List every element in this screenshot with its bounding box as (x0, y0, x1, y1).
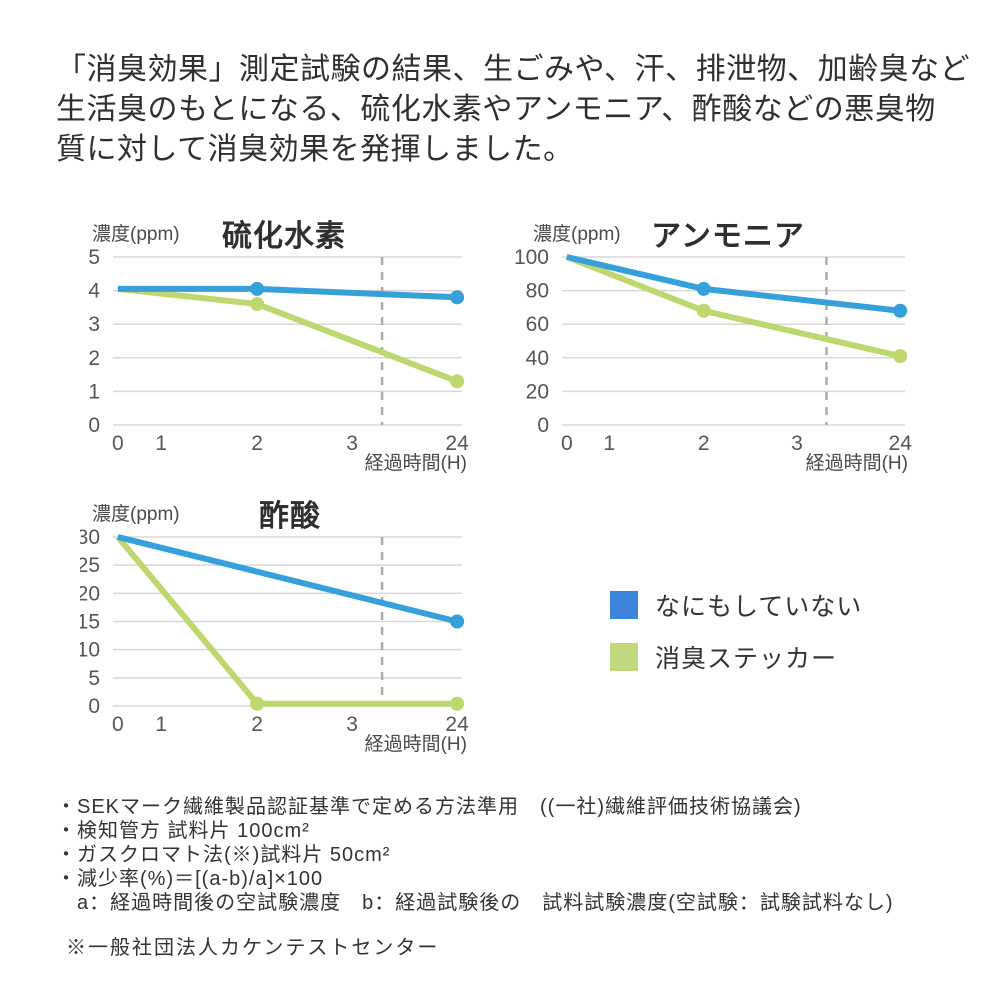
y-tick-label: 15 (80, 611, 100, 634)
x-tick-label: 3 (346, 432, 358, 455)
x-tick-label: 3 (346, 713, 358, 736)
footnote-line-4: ・減少率(%)＝[(a-b)/a]×100 (56, 868, 324, 890)
x-tick-label: 3 (791, 432, 803, 455)
y-tick-label: 5 (88, 246, 100, 269)
footnote-line-3: ・ガスクロマト法(※)試料片 50cm² (56, 844, 391, 866)
data-point-line_blue (696, 281, 711, 296)
chart-hydrogen-sulfide: 0 1 2 3 4 5 0 1 2 3 24 硫化水素 濃度(ppm) 経過時間(H) (80, 210, 480, 482)
intro-text: 「消臭効果」測定試験の結果、生ごみや、汗、排泄物、加齢臭など 生活臭のもとになる… (56, 50, 970, 170)
data-point-line_blue (450, 614, 465, 629)
legend-item-deodorizing-sticker: 消臭ステッカー (610, 643, 862, 673)
legend-swatch-deodorizing-sticker (610, 643, 638, 671)
y-tick-label: 1 (88, 380, 100, 403)
data-point-line_green (696, 303, 711, 318)
series-line-line_green (117, 285, 459, 385)
y-axis-unit-label: 濃度(ppm) (92, 503, 180, 525)
x-tick-label: 24 (445, 713, 469, 736)
y-tick-label: 3 (88, 313, 100, 336)
footnote-line-2: ・検知管方 試料片 100cm² (56, 820, 310, 842)
x-tick-label: 1 (603, 432, 615, 455)
x-tick-label: 2 (251, 713, 263, 736)
data-point-line_blue (893, 303, 908, 318)
test-center-source: ※一般社団法人カケンテストセンター (66, 937, 440, 959)
data-point-line_green (893, 349, 908, 364)
y-axis-unit-label: 濃度(ppm) (533, 223, 621, 245)
series-line-line_blue (117, 534, 458, 625)
data-point-line_green (450, 696, 465, 711)
y-tick-label: 40 (526, 347, 549, 370)
y-tick-label: 25 (80, 554, 100, 577)
legend-label-untreated: なにもしていない (655, 593, 863, 621)
x-axis-label: 経過時間(H) (806, 452, 908, 474)
x-tick-label: 0 (112, 713, 124, 736)
x-tick-label: 0 (561, 432, 573, 455)
y-tick-label: 10 (80, 639, 100, 662)
y-tick-label: 0 (88, 414, 100, 437)
x-tick-label: 0 (112, 432, 124, 455)
footnotes: ・SEKマーク繊維製品認証基準で定める方法準用 ((一社)繊維評価技術協議会) … (56, 795, 894, 960)
chart-acetic-acid: 0 5 10 15 20 25 30 0 1 2 3 24 酢酸 濃度(ppm) 経過時間(H) (77, 490, 480, 762)
data-point-line_green (250, 297, 265, 312)
y-tick-label: 0 (537, 414, 549, 437)
y-tick-label: 60 (526, 313, 549, 336)
footnote-line-1: ・SEKマーク繊維製品認証基準で定める方法準用 ((一社)繊維評価技術協議会) (56, 796, 802, 818)
x-tick-label: 24 (889, 432, 913, 455)
x-tick-label: 1 (155, 713, 167, 736)
chart-svg-hydrogen-sulfide: 0 1 2 3 4 5 0 1 2 3 24 硫化水素 濃度(ppm) 経過時間(H) (88, 219, 469, 474)
chart-title: 酢酸 (259, 500, 321, 533)
chart-title: アンモニア (651, 220, 805, 253)
y-axis-unit-label: 濃度(ppm) (92, 223, 180, 245)
chart-svg-ammonia: 0 20 40 60 80 100 0 1 2 3 24 アンモニア 濃度(ppm) 経過時間(H) (514, 220, 913, 474)
intro-text-line-2: 生活臭のもとになる、硫化水素やアンモニア、酢酸などの悪臭物 (56, 93, 936, 126)
legend-swatch-untreated (610, 591, 638, 619)
y-tick-label: 80 (526, 280, 549, 303)
x-tick-label: 1 (155, 432, 167, 455)
chart-title: 硫化水素 (222, 219, 346, 253)
chart-ammonia: 0 20 40 60 80 100 0 1 2 3 24 アンモニア 濃度(ppm) 経過時間(H) (500, 210, 925, 482)
x-tick-label: 2 (251, 432, 263, 455)
data-point-line_blue (450, 290, 465, 305)
series-line-line_blue (566, 254, 901, 314)
x-axis-label: 経過時間(H) (365, 452, 467, 474)
y-tick-label: 2 (88, 347, 100, 370)
y-tick-label: 20 (526, 380, 549, 403)
data-point-line_green (450, 374, 465, 389)
x-tick-label: 2 (698, 432, 710, 455)
x-axis-label: 経過時間(H) (365, 733, 467, 755)
y-tick-label: 30 (80, 526, 100, 549)
legend: なにもしていない 消臭ステッカー (610, 591, 862, 695)
legend-item-untreated: なにもしていない (610, 591, 862, 621)
intro-text-line-1: 「消臭効果」測定試験の結果、生ごみや、汗、排泄物、加齢臭など (56, 53, 971, 86)
y-tick-label: 0 (88, 695, 100, 718)
y-tick-label: 4 (88, 280, 100, 303)
y-tick-label: 5 (88, 667, 100, 690)
y-tick-label: 20 (80, 582, 100, 605)
legend-label-deodorizing-sticker: 消臭ステッカー (655, 645, 838, 673)
series-line-line_green (115, 535, 458, 707)
data-point-line_blue (250, 281, 265, 296)
intro-text-line-3: 質に対して消臭効果を発揮しました。 (56, 133, 574, 166)
footnote-line-5: a：経過時間後の空試験濃度 b：経過試験後の 試料試験濃度(空試験：試験試料なし… (56, 892, 894, 914)
x-tick-label: 24 (445, 432, 469, 455)
data-point-line_green (250, 696, 265, 711)
y-tick-label: 100 (514, 246, 549, 269)
